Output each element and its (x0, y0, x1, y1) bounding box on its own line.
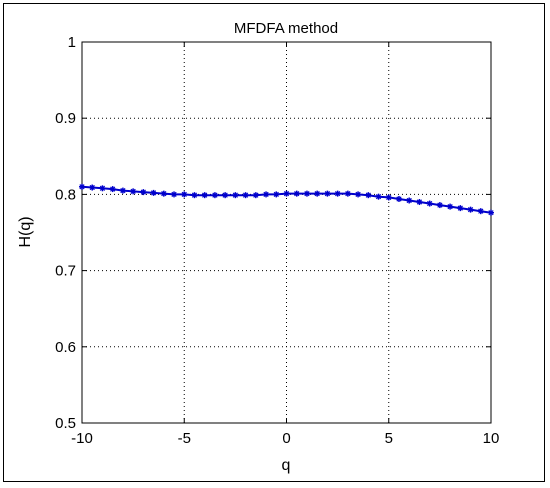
x-tick-label: -5 (178, 430, 191, 447)
data-point (314, 190, 321, 197)
data-point (355, 191, 362, 198)
data-point (140, 189, 147, 196)
chart-title: MFDFA method (234, 20, 338, 37)
data-point (191, 192, 198, 199)
data-point (222, 192, 229, 199)
series (79, 183, 494, 216)
y-axis-label: H(q) (17, 216, 34, 247)
plot-area (81, 41, 492, 424)
y-tick-label: 0.9 (55, 110, 76, 127)
data-point (99, 185, 106, 192)
data-point (477, 208, 484, 215)
data-point (324, 190, 331, 197)
data-point (232, 192, 239, 199)
axis-ticks (81, 41, 492, 424)
data-point (109, 186, 116, 193)
data-point (119, 187, 126, 194)
data-point (365, 192, 372, 199)
x-axis-label: q (282, 457, 291, 474)
data-point (406, 197, 413, 204)
data-point (89, 184, 96, 191)
data-point (488, 209, 494, 216)
data-point (385, 194, 392, 201)
data-point (457, 205, 464, 212)
data-point (344, 190, 351, 197)
data-point (252, 192, 259, 199)
grid (82, 42, 491, 423)
y-tick-label: 0.7 (55, 263, 76, 280)
data-point (242, 192, 249, 199)
tick-labels: -10 -5 0 5 10 0.5 0.6 0.7 0.8 0.9 1 (55, 34, 499, 447)
data-point (467, 206, 474, 213)
data-point (426, 200, 433, 207)
data-point (293, 190, 300, 197)
data-point (181, 191, 188, 198)
data-point (447, 203, 454, 210)
y-tick-label: 0.8 (55, 186, 76, 203)
data-point (150, 189, 157, 196)
data-point (375, 193, 382, 200)
data-point (395, 195, 402, 202)
data-point (283, 190, 290, 197)
data-point (263, 191, 270, 198)
data-point (303, 190, 310, 197)
data-point (79, 183, 85, 190)
x-tick-label: 0 (282, 430, 290, 447)
data-point (171, 191, 178, 198)
data-point (273, 191, 280, 198)
x-tick-label: 5 (385, 430, 393, 447)
y-tick-label: 0.6 (55, 339, 76, 356)
data-point (130, 188, 137, 195)
y-tick-label: 0.5 (55, 415, 76, 432)
data-point (211, 192, 218, 199)
data-point (160, 190, 167, 197)
data-point (201, 192, 208, 199)
data-point (334, 190, 341, 197)
x-tick-label: -10 (71, 430, 93, 447)
data-point (436, 202, 443, 209)
figure-frame (3, 3, 545, 482)
y-tick-label: 1 (68, 34, 76, 51)
data-point (416, 199, 423, 206)
x-tick-label: 10 (483, 430, 500, 447)
